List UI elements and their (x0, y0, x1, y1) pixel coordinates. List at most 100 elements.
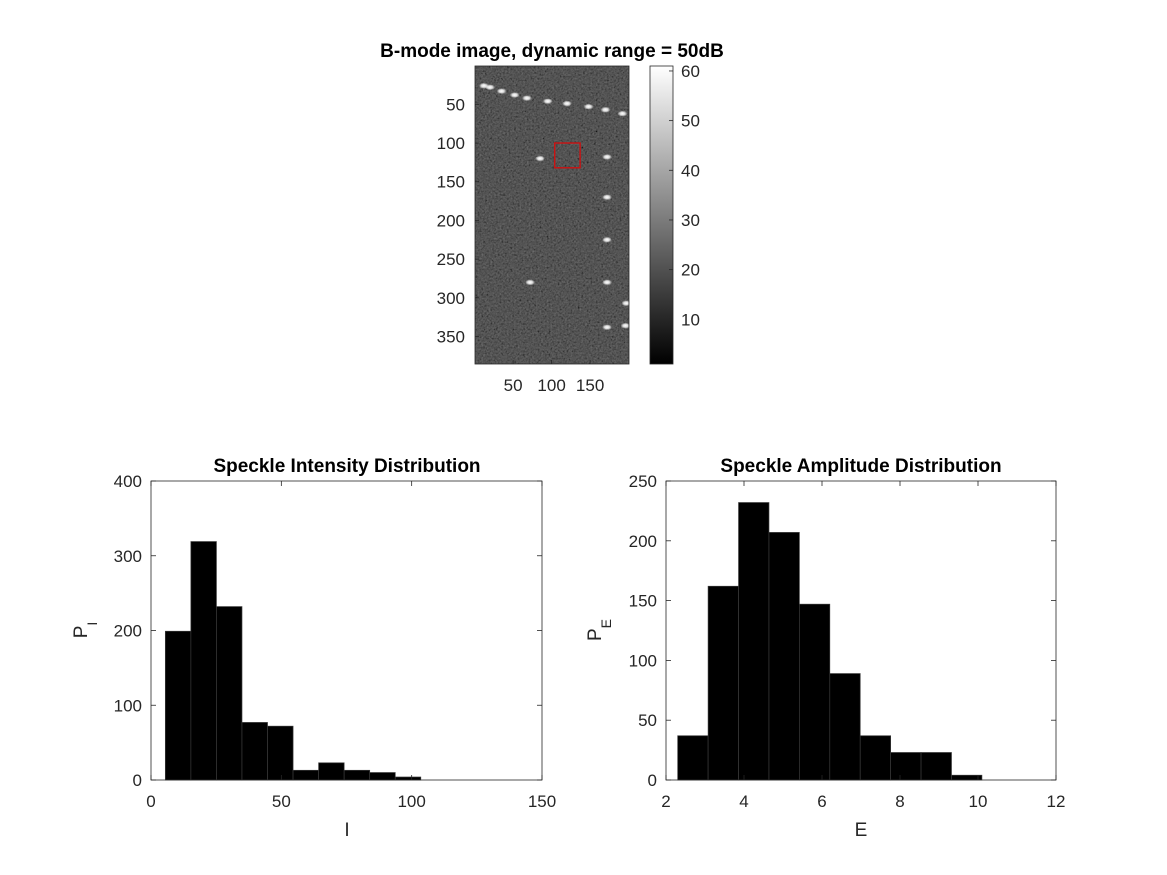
intensity-bar-4 (241, 722, 268, 781)
bright-target-15 (525, 279, 536, 286)
intensity-xtick-label: 100 (397, 792, 425, 811)
intensity-bar-9 (369, 772, 396, 781)
amplitude-bar-5 (799, 603, 831, 781)
bright-target-6 (542, 98, 553, 105)
bright-target-18 (602, 324, 613, 331)
intensity-bars (164, 541, 422, 781)
intensity-ylabel: PI (71, 622, 100, 639)
colorbar-tick-label: 20 (681, 261, 700, 280)
intensity-ytick-label: 0 (133, 771, 142, 790)
bmode-roi-box (553, 142, 581, 169)
bmode-bright-targets (478, 82, 629, 331)
intensity-bar-10 (394, 776, 422, 781)
amplitude-ytick-label: 100 (629, 651, 657, 670)
amplitude-xtick-label: 12 (1047, 792, 1066, 811)
amplitude-bar-1 (677, 735, 709, 781)
bright-target-9 (600, 106, 611, 113)
colorbar-tick-label: 30 (681, 211, 700, 230)
intensity-bar-1 (164, 630, 192, 781)
bmode-ytick-label: 200 (437, 211, 465, 230)
amplitude-ylabel: PE (585, 619, 614, 641)
intensity-bar-2 (190, 541, 217, 781)
amplitude-ytick-label: 0 (648, 771, 657, 790)
bright-target-2 (485, 84, 496, 91)
bmode-xtick-label: 150 (576, 376, 604, 395)
bright-target-11 (535, 155, 546, 162)
amplitude-title: Speckle Amplitude Distribution (720, 456, 1001, 477)
bright-target-19 (620, 322, 629, 329)
colorbar-tick-label: 60 (681, 62, 700, 81)
bmode-ytick-label: 150 (437, 173, 465, 192)
bmode-ytick-label: 50 (446, 95, 465, 114)
bright-target-17 (621, 300, 629, 307)
amplitude-bar-10 (951, 774, 983, 781)
bright-target-8 (583, 103, 594, 110)
intensity-title: Speckle Intensity Distribution (213, 456, 480, 477)
amplitude-ytick-label: 150 (629, 592, 657, 611)
colorbar-tick-label: 40 (681, 161, 700, 180)
amplitude-xtick-label: 2 (661, 792, 670, 811)
bright-target-10 (617, 110, 628, 117)
amplitude-axes-box (665, 480, 1057, 781)
intensity-ylabel-subscript: I (84, 622, 100, 626)
intensity-bar-6 (292, 769, 319, 781)
bright-target-4 (509, 92, 520, 99)
amplitude-histogram-panel: Speckle Amplitude Distribution 2 4 6 8 10 12 0… (585, 456, 1065, 841)
colorbar-ticks: 10 20 30 40 50 60 (669, 62, 700, 329)
amplitude-bar-4 (768, 532, 800, 781)
intensity-bar-5 (267, 725, 294, 781)
bmode-ytick-label: 350 (437, 328, 465, 347)
bmode-xtick-label: 100 (537, 376, 565, 395)
colorbar (649, 65, 674, 365)
bright-target-3 (496, 88, 507, 95)
colorbar-tick-label: 50 (681, 112, 700, 131)
amplitude-bar-7 (859, 735, 891, 781)
intensity-bar-3 (216, 606, 243, 781)
bmode-ytick-label: 250 (437, 250, 465, 269)
intensity-ytick-label: 300 (114, 547, 142, 566)
amplitude-ytick-label: 250 (629, 472, 657, 491)
intensity-ylabel-main: P (71, 626, 92, 639)
amplitude-bar-6 (829, 673, 861, 781)
bright-target-5 (521, 95, 532, 102)
amplitude-xlabel: E (855, 820, 868, 841)
colorbar-tick-label: 10 (681, 310, 700, 329)
amplitude-bar-8 (890, 752, 922, 781)
amplitude-xtick-label: 6 (817, 792, 826, 811)
intensity-xlabel: I (344, 820, 349, 841)
intensity-ytick-label: 100 (114, 696, 142, 715)
intensity-ytick-label: 400 (114, 472, 142, 491)
intensity-ytick-label: 200 (114, 622, 142, 641)
bright-target-12 (602, 153, 613, 160)
bmode-ytick-label: 100 (437, 134, 465, 153)
intensity-bar-8 (343, 769, 371, 781)
bmode-ytick-label: 300 (437, 289, 465, 308)
amplitude-ticks: 2 4 6 8 10 12 0 50 100 150 200 250 (629, 472, 1066, 811)
amplitude-ytick-label: 50 (638, 711, 657, 730)
amplitude-ytick-label: 200 (629, 532, 657, 551)
bmode-panel: B-mode image, dynamic range = 50dB 50 100… (380, 41, 724, 395)
bright-target-14 (602, 236, 613, 243)
bmode-y-ticks: 50 100 150 200 250 300 350 (437, 95, 479, 347)
bright-target-16 (602, 279, 613, 286)
amplitude-bars (677, 502, 983, 781)
intensity-histogram-panel: Speckle Intensity Distribution 0 50 100 150… (71, 456, 556, 841)
intensity-ticks: 0 50 100 150 0 100 200 300 400 (114, 472, 557, 811)
intensity-bar-7 (318, 762, 345, 781)
intensity-xtick-label: 50 (272, 792, 291, 811)
bmode-x-ticks: 50 100 150 (504, 360, 604, 395)
bmode-speckle-texture (475, 66, 629, 364)
bright-target-7 (562, 100, 573, 107)
bmode-title: B-mode image, dynamic range = 50dB (380, 41, 724, 62)
bright-target-13 (602, 194, 613, 201)
amplitude-ylabel-main: P (585, 628, 606, 641)
amplitude-xtick-label: 4 (739, 792, 748, 811)
intensity-xtick-label: 0 (146, 792, 155, 811)
amplitude-bar-3 (738, 502, 770, 781)
intensity-xtick-label: 150 (528, 792, 556, 811)
bmode-xtick-label: 50 (504, 376, 523, 395)
amplitude-xtick-label: 10 (969, 792, 988, 811)
amplitude-ylabel-subscript: E (598, 619, 614, 628)
amplitude-bar-2 (707, 585, 739, 781)
